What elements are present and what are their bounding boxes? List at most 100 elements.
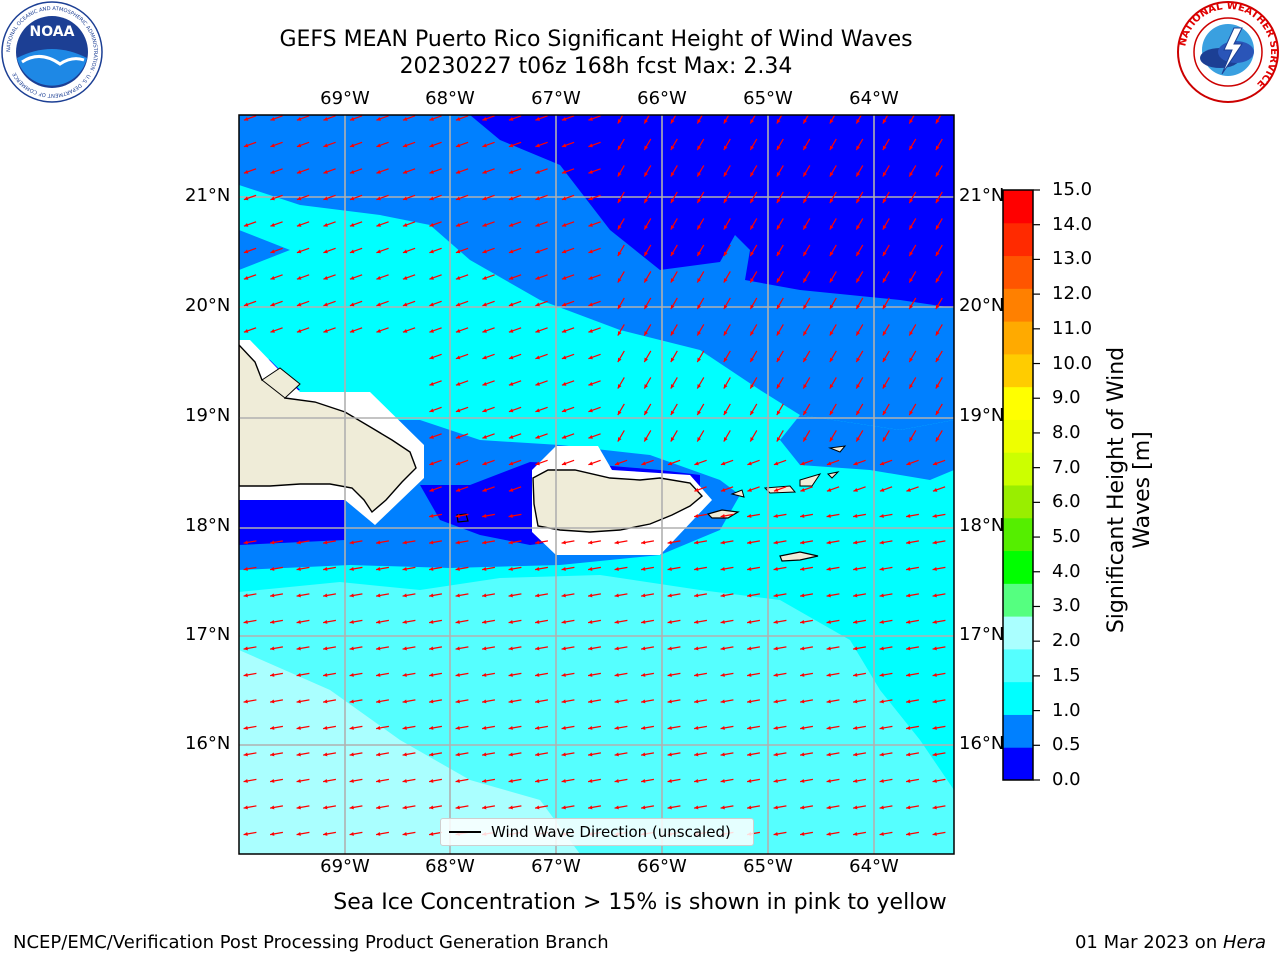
wave-direction-arrowhead [644,278,648,283]
wave-direction-arrowhead [617,119,622,124]
wave-direction-arrowhead [243,223,249,227]
wave-direction-arrowhead [773,620,778,624]
wave-direction-arrowhead [535,276,540,280]
colorbar-segment [1003,681,1033,715]
wave-direction-arrowhead [614,567,619,571]
wave-direction-arrowhead [561,435,567,439]
wave-direction-arrowhead [853,593,858,598]
wave-direction-arrowhead [959,567,963,571]
lon-label-bottom-68w: 68°W [425,856,475,877]
wave-direction-arrowhead [670,145,675,151]
colorbar-tick-label: 9.0 [1052,387,1081,409]
wave-direction-arrowhead [349,752,354,757]
wave-direction-arrow [959,700,972,702]
lat-label-right-21n: 21°N [959,185,1005,206]
wave-direction-arrowhead [803,251,807,257]
wave-direction-arrowhead [376,223,381,227]
wave-direction-arrowhead [882,172,887,177]
wave-direction-arrowhead [270,805,275,810]
wave-direction-arrow [959,567,972,569]
wave-direction-arrowhead [376,805,381,810]
wave-direction-arrowhead [323,567,328,571]
wave-direction-arrowhead [906,620,911,624]
wave-direction-arrowhead [723,304,728,310]
wave-direction-arrowhead [508,593,513,598]
wave-direction-arrowhead [455,752,460,757]
legend-label: Wind Wave Direction (unscaled) [491,823,731,841]
wave-direction-arrowhead [932,567,937,571]
wave-direction-arrowhead [776,384,781,389]
wave-direction-arrowhead [803,145,807,151]
wave-direction-arrowhead [349,329,355,333]
wave-direction-arrowhead [482,540,487,545]
wave-direction-arrowhead [561,302,567,307]
wave-direction-arrowhead [617,357,622,363]
wave-direction-arrowhead [561,567,566,571]
wave-direction-arrowhead [402,302,408,307]
wave-direction-arrowhead [376,249,381,254]
wave-direction-arrowhead [296,143,302,148]
wave-direction-arrowhead [959,779,963,783]
wave-direction-arrowhead [773,779,778,783]
wave-direction-arrowhead [270,779,275,783]
wave-direction-arrowhead [853,620,858,624]
wave-direction-arrowhead [270,223,275,227]
wave-direction-arrowhead [879,673,884,677]
wave-direction-arrowhead [323,593,328,598]
wave-direction-arrowhead [879,646,884,651]
wave-direction-arrowhead [349,170,355,174]
wave-direction-arrowhead [588,223,593,227]
lon-label-top-67w: 67°W [531,88,581,109]
wave-direction-arrowhead [906,752,911,757]
wave-direction-arrowhead [588,752,593,757]
wave-direction-arrowhead [482,223,487,227]
wave-direction-arrowhead [750,357,754,363]
wave-direction-arrowhead [402,593,407,598]
wave-direction-arrowhead [561,646,566,651]
wave-direction-arrowhead [588,355,593,360]
wave-direction-arrowhead [588,699,593,704]
wave-direction-arrowhead [323,805,328,810]
wave-direction-arrow [962,324,969,335]
wave-direction-arrowhead [879,699,884,704]
wave-direction-arrowhead [856,304,860,310]
wave-direction-arrowhead [803,384,807,389]
wave-direction-arrowhead [641,673,646,677]
wave-direction-arrowhead [614,646,619,651]
wave-direction-arrowhead [641,567,646,571]
wave-direction-arrowhead [879,805,884,810]
wave-direction-arrowhead [508,329,514,333]
wave-direction-arrowhead [402,249,408,254]
wave-direction-arrowhead [800,699,805,704]
wave-direction-arrowhead [694,752,699,757]
nws-logo: NATIONAL WEATHER SERVICE [1177,1,1279,103]
wave-direction-arrowhead [349,540,354,545]
wave-direction-arrowhead [800,514,805,518]
wave-direction-arrowhead [932,488,938,492]
wave-direction-arrowhead [723,331,728,336]
wave-direction-arrowhead [535,699,540,704]
wave-direction-arrowhead [697,145,701,151]
wave-direction-arrowhead [535,726,540,730]
wave-direction-arrowhead [588,567,593,571]
wave-direction-arrowhead [935,384,940,389]
wave-direction-arrowhead [879,488,885,492]
wave-direction-arrowhead [323,302,328,307]
wave-direction-arrowhead [243,249,249,254]
wave-direction-arrowhead [909,357,913,363]
wave-direction-arrowhead [614,726,619,730]
wave-direction-arrowhead [482,779,487,783]
colorbar-segment [1003,190,1033,224]
wave-direction-arrowhead [909,278,913,283]
wave-direction-arrowhead [826,540,831,545]
wave-direction-arrowhead [482,726,487,730]
wave-direction-arrowhead [376,143,381,148]
wave-direction-arrowhead [879,540,884,545]
wave-direction-arrowhead [323,223,328,227]
wave-direction-arrow [962,377,969,388]
wave-direction-arrowhead [429,355,434,360]
wave-direction-arrowhead [747,514,752,518]
wave-direction-arrowhead [800,620,805,624]
wave-direction-arrowhead [856,225,860,230]
